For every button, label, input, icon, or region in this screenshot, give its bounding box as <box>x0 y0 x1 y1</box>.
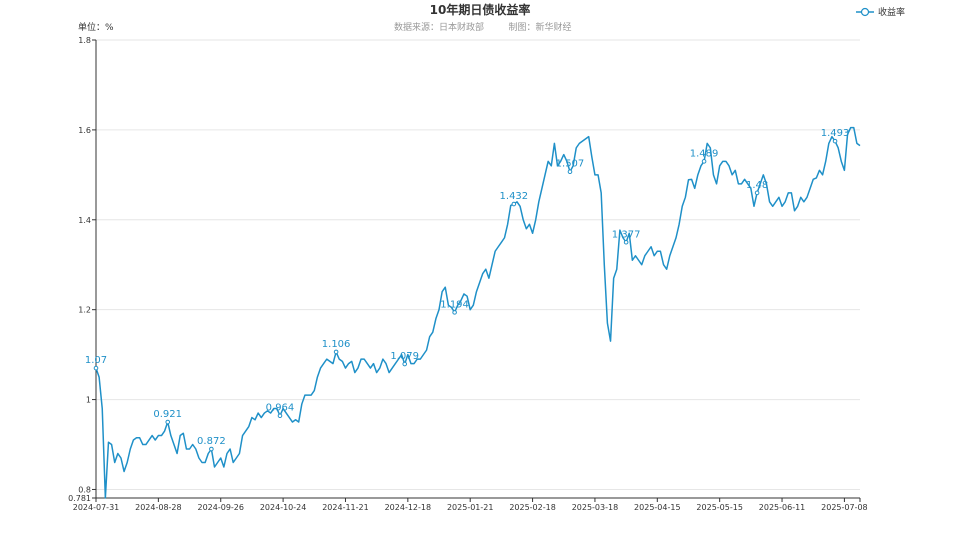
y-tick-label: 0.781 <box>68 494 91 503</box>
y-tick-label: 1.2 <box>78 306 91 315</box>
legend-label: 收益率 <box>878 6 905 18</box>
data-point-marker <box>511 201 517 207</box>
data-label: 1.07 <box>85 355 107 366</box>
data-point-marker <box>567 169 573 174</box>
x-tick-label: 2024-11-21 <box>322 503 369 512</box>
series-line-yield <box>95 126 861 499</box>
data-point-marker <box>701 159 707 164</box>
data-label: 1.493 <box>821 128 850 139</box>
y-tick-label: 0.8 <box>78 485 91 494</box>
x-tick-label: 2025-04-15 <box>634 503 681 512</box>
data-label: 1.507 <box>556 159 585 170</box>
x-tick-label: 2025-05-15 <box>696 503 743 512</box>
data-point-marker <box>209 446 214 452</box>
x-tick-label: 2025-01-21 <box>447 503 494 512</box>
data-label: 1.48 <box>746 180 768 191</box>
grid <box>96 39 860 490</box>
legend[interactable]: 收益率 <box>856 6 905 18</box>
x-tick-label: 2024-10-24 <box>260 503 307 512</box>
data-point-marker <box>333 349 339 355</box>
data-point-marker <box>277 413 283 419</box>
data-label: 0.872 <box>197 436 226 447</box>
series <box>95 126 861 499</box>
chart-maker: 制图：新华财经 <box>508 21 571 33</box>
data-point-marker <box>623 239 629 245</box>
data-label: 1.106 <box>322 339 351 350</box>
data-label: 0.921 <box>153 409 182 420</box>
x-tick-label: 2025-03-18 <box>572 503 619 512</box>
legend-marker-icon <box>860 7 870 17</box>
x-tick-label: 2025-02-18 <box>509 503 556 512</box>
data-point-marker <box>165 419 171 425</box>
data-point-marker <box>402 361 408 367</box>
data-point-marker <box>832 138 838 144</box>
x-tick-label: 2025-06-11 <box>759 503 806 512</box>
data-point-marker <box>754 190 760 196</box>
data-point-marker <box>93 365 99 371</box>
y-tick-label: 1 <box>86 396 91 405</box>
x-tick-label: 2024-12-18 <box>385 503 432 512</box>
data-label: 1.377 <box>612 229 641 240</box>
x-tick-label: 2024-08-28 <box>135 503 182 512</box>
data-label: 1.489 <box>690 148 719 159</box>
data-label: 1.194 <box>440 299 469 310</box>
y-axis-unit: 单位：% <box>78 21 114 33</box>
x-tick-label: 2025-07-08 <box>821 503 868 512</box>
chart-source: 数据来源：日本财政部 <box>394 21 484 33</box>
y-tick-label: 1.6 <box>78 126 91 135</box>
x-tick-label: 2024-09-26 <box>197 503 244 512</box>
data-label: 1.079 <box>390 351 419 362</box>
chart-title: 10年期日债收益率 <box>430 2 531 17</box>
data-labels: 1.07 0.921 0.872 0.964 1.106 1.079 1.194 1.432 1… <box>85 128 850 452</box>
y-tick-label: 1.4 <box>78 216 91 225</box>
data-label: 0.964 <box>266 403 295 414</box>
data-point-marker <box>452 310 457 315</box>
y-tick-label: 1.8 <box>78 36 91 45</box>
x-tick-label: 2024-07-31 <box>73 503 120 512</box>
data-label: 1.432 <box>500 191 529 202</box>
